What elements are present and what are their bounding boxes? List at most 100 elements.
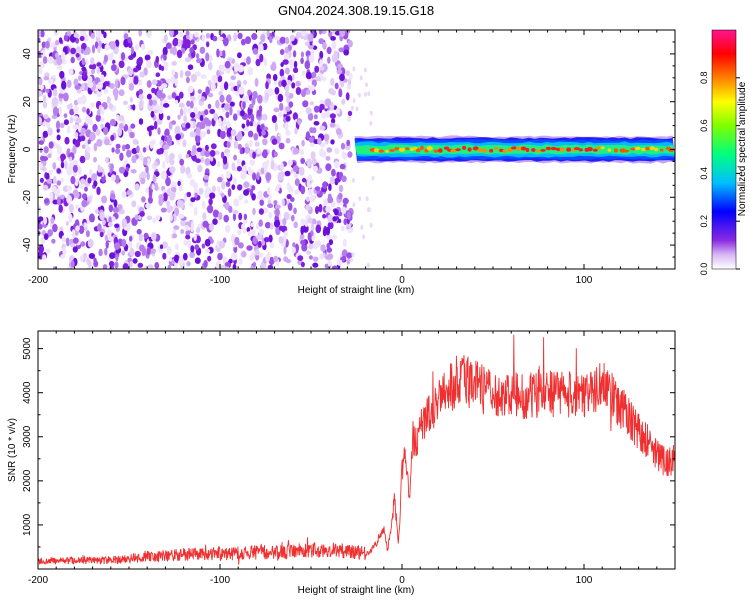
noise-speckle (273, 151, 278, 158)
noise-speckle (174, 243, 179, 251)
noise-speckle (172, 229, 177, 234)
signal-core-blob (481, 148, 488, 153)
noise-speckle (91, 173, 98, 182)
noise-speckle (200, 74, 207, 79)
noise-speckle (185, 30, 190, 36)
noise-speckle (69, 156, 73, 162)
noise-speckle (240, 38, 246, 46)
noise-speckle (285, 137, 291, 144)
noise-speckle (216, 186, 221, 192)
noise-speckle (138, 99, 144, 109)
noise-speckle (65, 221, 69, 226)
noise-speckle (341, 98, 346, 105)
x-tick-label: -100 (210, 575, 230, 586)
noise-speckle (301, 70, 306, 76)
noise-speckle (74, 84, 81, 90)
noise-speckle (83, 50, 89, 56)
noise-speckle (153, 160, 158, 167)
noise-speckle (207, 103, 212, 109)
noise-speckle (298, 166, 305, 176)
noise-speckle (80, 135, 86, 142)
noise-speckle (128, 83, 135, 91)
noise-speckle (226, 120, 231, 129)
noise-speckle (151, 87, 156, 94)
noise-speckle (194, 31, 199, 38)
noise-speckle (168, 256, 173, 262)
noise-speckle (128, 67, 134, 77)
noise-speckle (81, 199, 88, 208)
noise-speckle (72, 246, 78, 253)
noise-speckle (115, 148, 121, 155)
noise-speckle (38, 140, 44, 145)
noise-speckle (330, 36, 336, 41)
noise-speckle (60, 153, 66, 161)
noise-speckle (258, 105, 263, 113)
noise-speckle (258, 219, 264, 227)
noise-speckle (80, 241, 86, 247)
noise-speckle (285, 106, 291, 112)
noise-speckle (203, 174, 209, 180)
noise-speckle (186, 100, 191, 107)
noise-speckle (229, 106, 233, 116)
noise-speckle (179, 158, 185, 166)
noise-speckle (343, 49, 350, 56)
signal-core-blob (455, 148, 461, 152)
noise-speckle (56, 180, 62, 186)
noise-speckle (249, 139, 253, 148)
noise-speckle (53, 88, 58, 97)
noise-speckle (346, 258, 351, 265)
noise-speckle (162, 46, 168, 56)
noise-speckle (342, 238, 347, 247)
noise-speckle (251, 251, 257, 257)
noise-speckle (293, 207, 297, 215)
noise-speckle (367, 207, 371, 213)
noise-speckle (201, 34, 205, 43)
noise-speckle (300, 185, 306, 195)
noise-speckle (100, 123, 104, 129)
noise-speckle (256, 124, 261, 134)
noise-speckle (148, 99, 153, 106)
noise-speckle (305, 71, 312, 80)
noise-speckle (302, 100, 309, 108)
noise-speckle (160, 65, 165, 72)
y-tick-label: -20 (22, 190, 33, 205)
noise-speckle (118, 89, 125, 97)
noise-speckle (330, 139, 335, 145)
snr-series-line (38, 334, 675, 565)
signal-core-blob (426, 146, 433, 151)
noise-speckle (175, 133, 182, 141)
noise-speckle (286, 194, 292, 200)
noise-speckle (75, 117, 82, 124)
snr-ticks: -200 -100 0 100 1000 2000 3000 4000 5000 (22, 331, 676, 586)
noise-speckle (300, 57, 304, 64)
noise-speckle (313, 114, 318, 120)
noise-speckle (198, 187, 204, 195)
noise-speckle (282, 59, 289, 65)
noise-speckle (325, 234, 332, 240)
noise-speckle (124, 143, 131, 150)
noise-speckle (94, 41, 99, 49)
noise-speckle (100, 74, 105, 83)
signal-core-blob (592, 148, 598, 152)
noise-speckle (48, 170, 54, 175)
noise-speckle (41, 49, 46, 59)
noise-speckle (114, 91, 118, 101)
noise-speckle (193, 234, 197, 241)
signal-core-blob (600, 146, 605, 150)
noise-speckle (250, 222, 254, 228)
noise-speckle (256, 148, 262, 155)
noise-speckle (338, 47, 345, 53)
x-tick-label: 0 (399, 275, 405, 286)
noise-speckle (306, 250, 311, 255)
noise-speckle (115, 143, 121, 149)
noise-speckle (59, 194, 65, 200)
noise-speckle (197, 164, 203, 173)
noise-speckle (204, 238, 211, 247)
noise-speckle (112, 59, 116, 65)
noise-speckle (129, 260, 133, 268)
y-tick-label: 5000 (22, 337, 33, 360)
noise-speckle (45, 88, 50, 94)
signal-core-blob (614, 148, 618, 153)
noise-speckle (281, 79, 287, 88)
